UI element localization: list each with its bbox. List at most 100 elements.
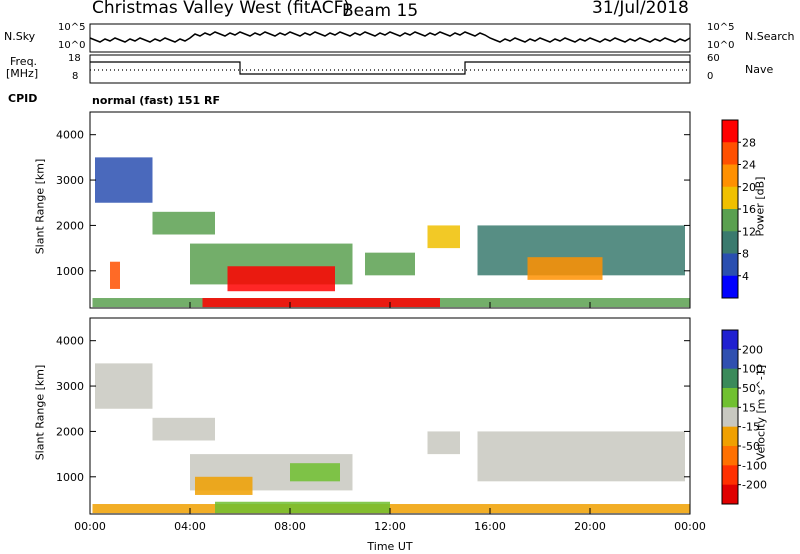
colorbar-tick-label: -200 [742,479,767,492]
cpid-label: CPID [8,92,38,105]
colorbar-segment [722,388,738,408]
power-region-9 [95,157,153,203]
freq-panel [89,54,691,84]
time-axis: 00:00 04:00 08:00 12:00 16:00 20:00 00:00 [74,302,706,533]
nsky-trace [89,31,691,43]
colorbar-tick-label: 15 [742,401,756,414]
colorbar-segment [722,484,738,505]
xtick-label: 16:00 [474,520,506,533]
colorbar-tick-label: -50 [742,440,760,453]
velocity-heatmap [92,363,690,514]
colorbar-segment [722,349,738,370]
freq-tick-low: 8 [72,71,79,82]
ytick-label: 4000 [56,129,84,142]
ytick-label: 4000 [56,335,84,348]
power-ylabel: Slant Range [km] [33,158,47,255]
nsky-tick-low: 10^0 [58,40,86,51]
xtick-label: 12:00 [374,520,406,533]
colorbar-tick-label: 20 [742,181,756,194]
velocity-region-3 [290,463,340,482]
ytick-label: 3000 [56,380,84,393]
colorbar-frame [721,329,739,505]
power-region-8 [527,257,603,280]
nsearch-tick-high: 10^5 [707,22,735,33]
ytick-label: 1000 [56,471,84,484]
colorbar-tick-label: 28 [742,136,756,149]
velocity-region-8 [152,417,215,441]
colorbar-segment [722,407,738,428]
colorbar-segment [722,426,738,447]
colorbar-tick-label: 4 [742,270,749,283]
freq-unit: [MHz] [6,67,39,80]
ytick-label: 1000 [56,265,84,278]
power-yaxis: 1000 2000 3000 4000 [56,129,690,278]
freq-trace [90,61,690,75]
ytick-label: 2000 [56,219,84,232]
colorbar-segment [722,209,738,232]
colorbar-tick-label: 24 [742,159,756,172]
colorbar-segment [722,231,738,254]
velocity-yaxis: 1000 2000 3000 4000 [56,335,690,484]
colorbar-segment [722,275,738,299]
velocity-region-5 [427,431,460,455]
nsky-panel [89,23,691,53]
ytick-label: 2000 [56,425,84,438]
colorbar-tick-label: 200 [742,343,763,356]
velocity-region-4 [195,476,253,495]
nave-tick-low: 0 [707,71,714,82]
colorbar-tick-label: 100 [742,363,763,376]
ytick-label: 3000 [56,174,84,187]
colorbar-tick-label: 50 [742,382,756,395]
colorbar-segment [722,368,738,389]
velocity-panel-frame [89,317,691,515]
xtick-label: 00:00 [674,520,706,533]
station-title: Christmas Valley West (fitACF) [92,0,351,18]
xtick-label: 20:00 [574,520,606,533]
power-region-10 [152,211,215,235]
colorbar-tick-label: 16 [742,203,756,216]
velocity-region-0 [92,504,690,514]
nsky-label: N.Sky [4,30,36,43]
time-axis-label: Time UT [367,540,413,553]
colorbar-tick-label: -15 [742,421,760,434]
velocity-region-6 [477,431,685,482]
beam-label: Beam 15 [342,1,419,21]
nsky-tick-high: 10^5 [58,22,86,33]
velocity-region-1 [215,501,390,514]
power-colorbar: 4 8 12 16 20 24 28 [721,119,756,299]
power-region-4 [110,261,120,289]
cpid-value: normal (fast) 151 RF [92,94,220,107]
xtick-label: 08:00 [274,520,306,533]
colorbar-segment [722,120,738,143]
power-colorbar-label: Power [dB] [753,176,767,237]
date-label: 31/Jul/2018 [592,0,689,18]
power-region-1 [202,298,440,308]
velocity-colorbar-label: Velocity [m s^-1] [754,364,768,461]
power-region-6 [427,225,460,249]
xtick-label: 04:00 [174,520,206,533]
colorbar-segment [722,142,738,165]
nave-label: Nave [745,63,774,76]
freq-line [90,61,690,75]
colorbar-segment [722,465,738,486]
nsky-line [89,31,691,43]
colorbar-tick-label: 12 [742,225,756,238]
colorbar-tick-label: -100 [742,459,767,472]
velocity-colorbar: 200 100 50 15 -15 -50 -100 -200 [721,329,767,505]
xtick-label: 00:00 [74,520,106,533]
power-region-3 [227,266,335,292]
freq-label: Freq. [10,55,38,68]
nsearch-label: N.Search [745,30,795,43]
nsearch-tick-low: 10^0 [707,40,735,51]
colorbar-segment [722,186,738,210]
colorbar-segment [722,253,738,277]
power-region-5 [365,252,415,276]
colorbar-tick-label: 8 [742,248,749,261]
power-heatmap [92,157,690,308]
velocity-ylabel: Slant Range [km] [33,364,47,461]
colorbar-segment [722,446,738,466]
freq-tick-high: 18 [68,53,81,64]
colorbar-segment [722,164,738,188]
nave-tick-high: 60 [707,53,720,64]
